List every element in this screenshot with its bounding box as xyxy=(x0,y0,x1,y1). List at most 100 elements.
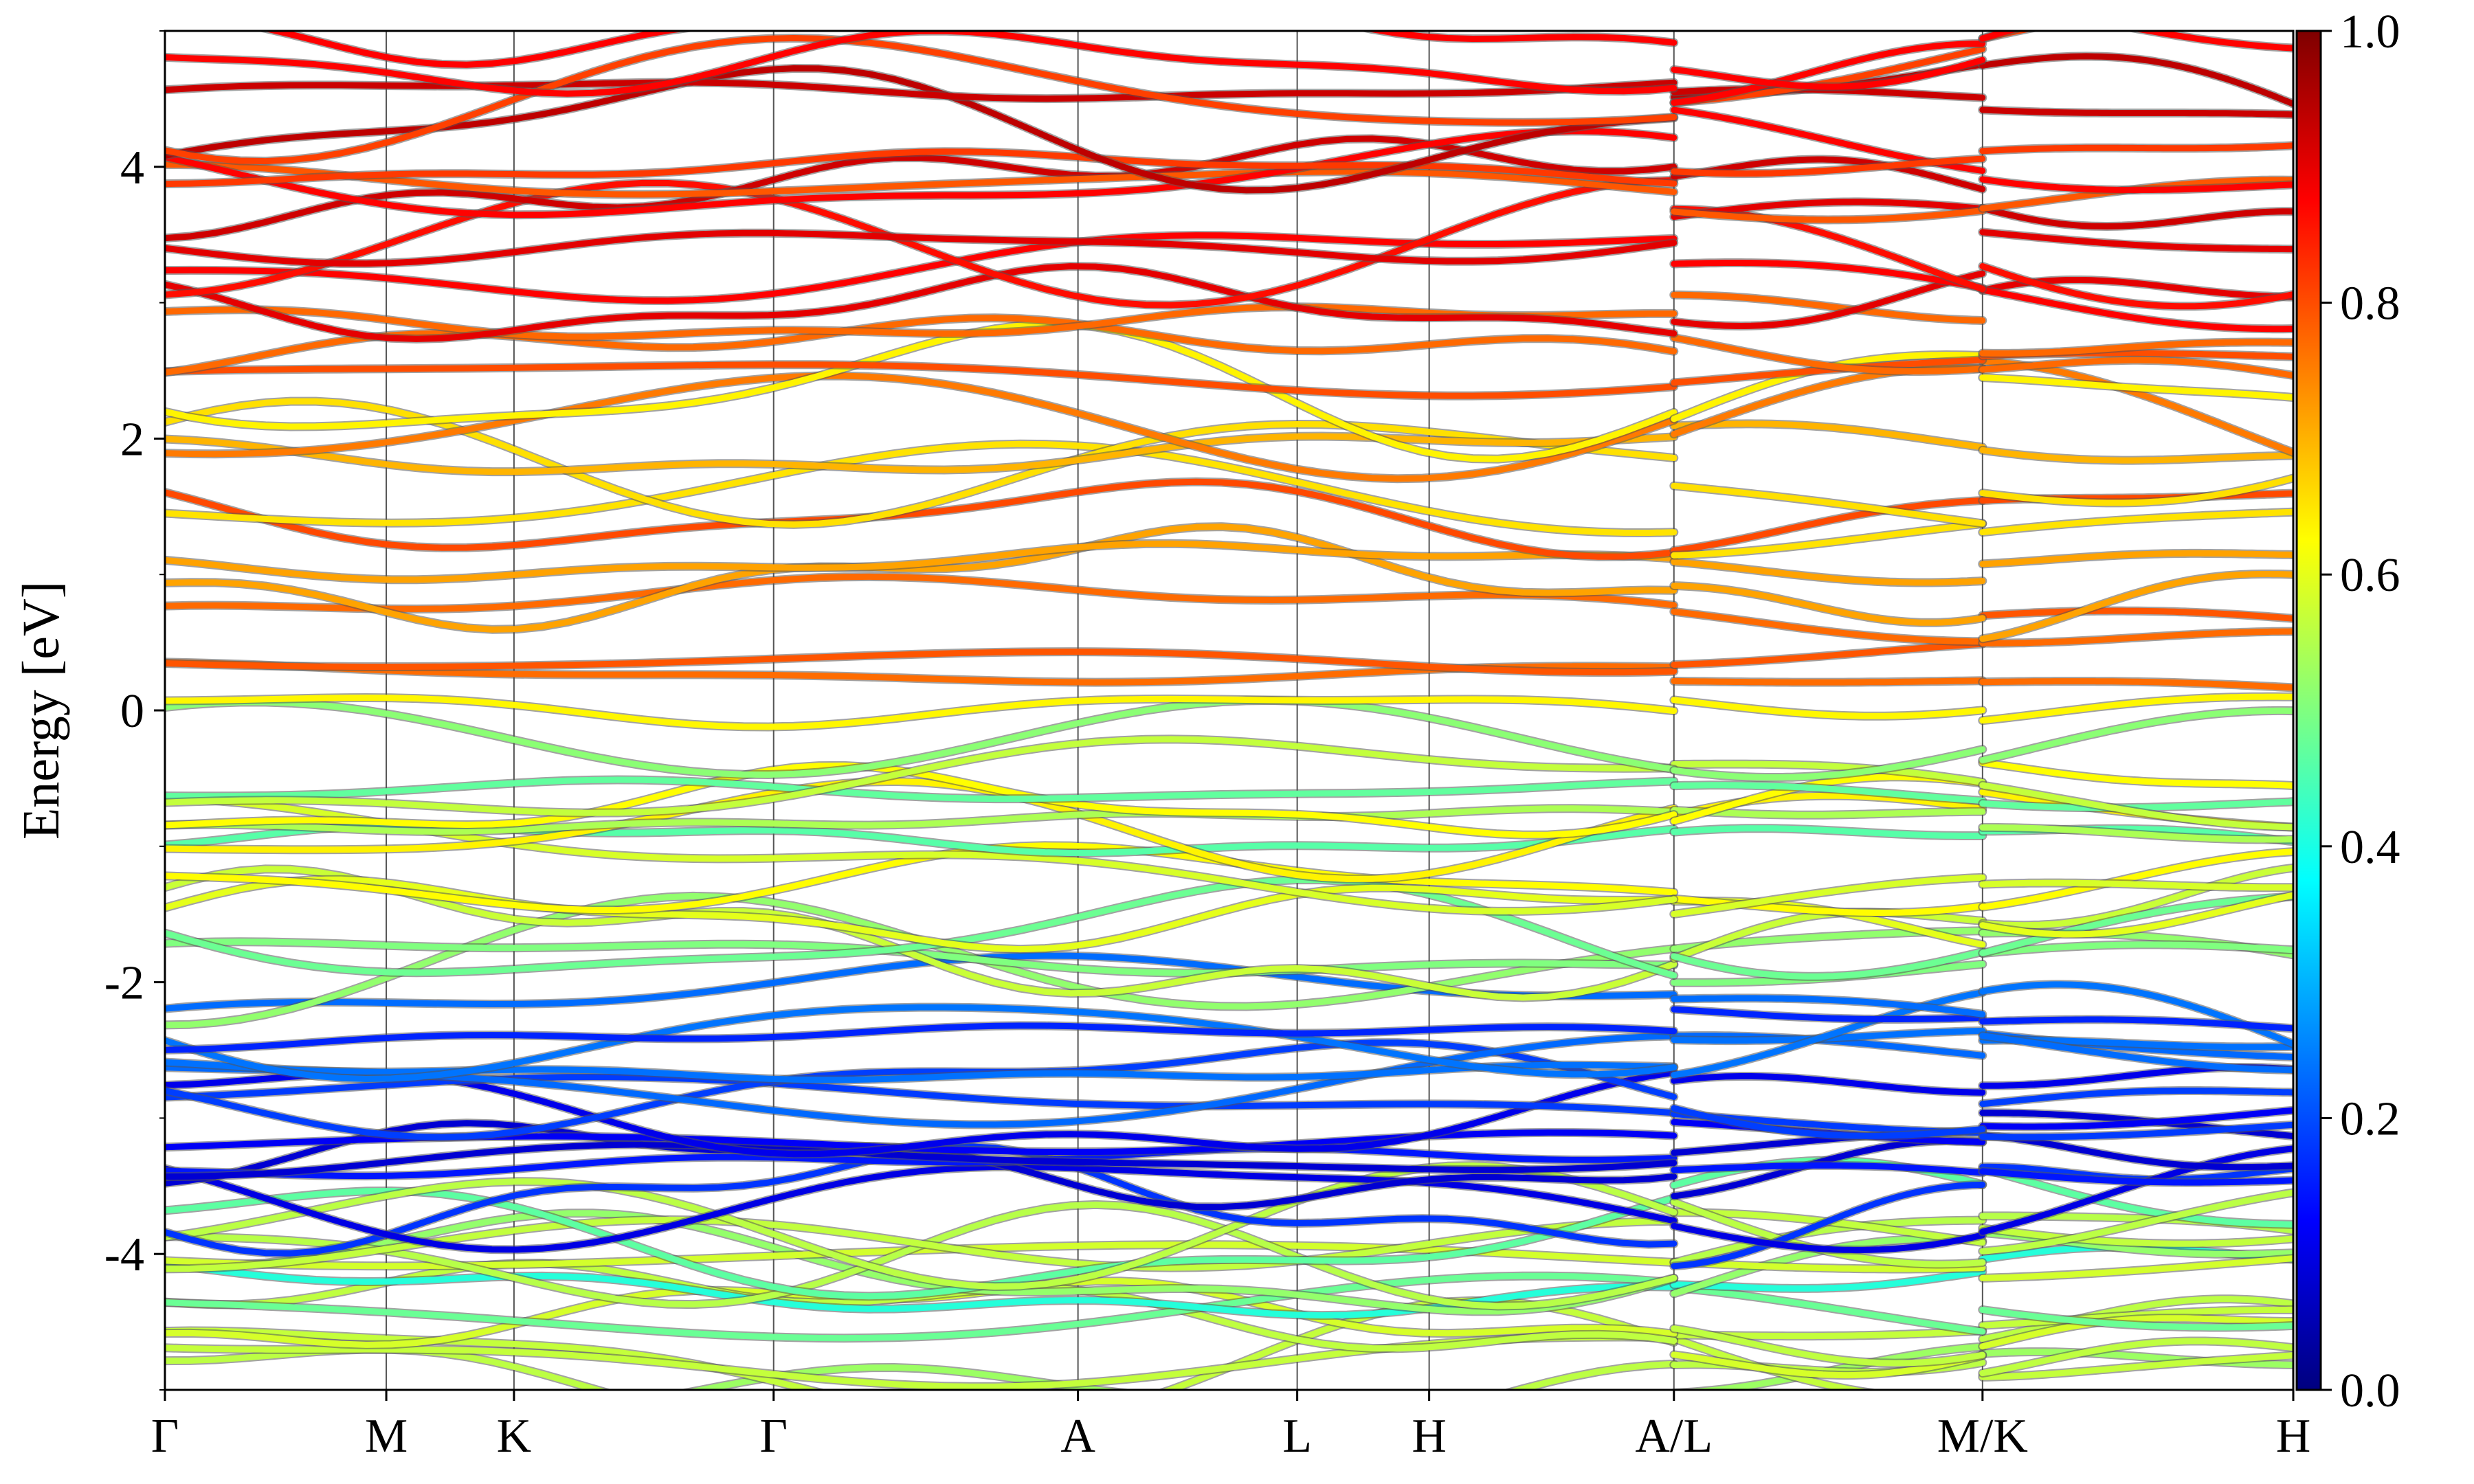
band-line xyxy=(165,1145,1678,1180)
band-line xyxy=(165,876,1678,953)
band-line xyxy=(1979,678,2293,691)
band-line xyxy=(1979,142,2293,155)
band-line xyxy=(165,440,1678,536)
band-line xyxy=(1979,1165,2293,1228)
band-line xyxy=(1671,1181,1986,1270)
x-tick-label: A/L xyxy=(1635,1410,1713,1463)
band-line xyxy=(165,229,1678,267)
band-line xyxy=(1979,1255,2293,1281)
band-lines xyxy=(165,31,2293,1390)
band-line xyxy=(165,1022,1678,1053)
band-line xyxy=(1979,205,2293,229)
band-line xyxy=(1671,1325,1986,1367)
band-line xyxy=(1671,1217,1986,1266)
band-line xyxy=(165,540,1678,583)
band-line xyxy=(165,304,1678,340)
band-line xyxy=(165,398,1678,528)
band-line xyxy=(1979,879,2293,891)
band-line xyxy=(1979,782,2293,831)
band-line xyxy=(1979,1132,2293,1171)
band-line xyxy=(1979,571,2293,642)
colorbar-tick-label: 0.8 xyxy=(2340,278,2400,330)
band-line xyxy=(165,177,1678,308)
band-line-outline xyxy=(165,1296,1679,1390)
band-line xyxy=(1979,106,2293,118)
band-line xyxy=(1671,1073,1986,1096)
band-line xyxy=(1979,628,2293,647)
band-line xyxy=(1671,56,1986,90)
band-line xyxy=(165,478,1678,560)
band-line xyxy=(1979,1349,2293,1368)
band-line xyxy=(165,573,1678,612)
band-line xyxy=(1671,1105,1986,1139)
band-line xyxy=(1979,31,2020,42)
y-tick-label: 0 xyxy=(120,685,144,738)
band-line-outline xyxy=(1978,357,2293,458)
band-line xyxy=(165,1004,1678,1082)
band-line xyxy=(1671,260,1986,291)
band-line xyxy=(1671,155,1986,177)
band-line xyxy=(1979,607,2293,622)
band-line xyxy=(1671,1268,1986,1292)
x-tick-label: Γ xyxy=(151,1410,179,1463)
y-tick-label: 2 xyxy=(120,413,144,466)
band-line xyxy=(1671,1284,1986,1335)
band-line xyxy=(165,372,1678,482)
band-line xyxy=(1979,892,2293,938)
band-line xyxy=(165,1272,1678,1342)
band-line xyxy=(165,1059,1678,1083)
x-tick-label: L xyxy=(1282,1410,1312,1463)
band-line xyxy=(1979,707,2293,764)
band-line xyxy=(1671,291,1986,324)
colorbar-tick-label: 1.0 xyxy=(2340,5,2400,58)
band-line xyxy=(1671,782,1986,804)
band-line xyxy=(1671,199,1986,220)
band-line xyxy=(1979,374,2293,401)
band-line xyxy=(1671,746,1986,780)
band-line xyxy=(165,361,1678,399)
x-tick-label: M xyxy=(365,1410,408,1463)
band-line xyxy=(1979,759,2293,789)
band-line xyxy=(1671,420,1986,451)
band-line xyxy=(1979,475,2293,506)
band-line xyxy=(1671,482,1986,527)
band-line xyxy=(1979,893,2293,956)
band-line xyxy=(165,433,1678,475)
band-line xyxy=(165,1074,1678,1116)
band-line xyxy=(165,697,1678,778)
band-line xyxy=(1671,677,1986,686)
band-line xyxy=(165,778,1678,882)
band-line xyxy=(684,1364,1125,1390)
band-line xyxy=(1979,53,2293,107)
band-line-outline xyxy=(1978,31,2041,43)
y-axis-title: Energy [eV] xyxy=(12,581,70,840)
band-line xyxy=(165,649,1678,676)
colorbar-tick-label: 0.6 xyxy=(2340,549,2400,602)
band-line xyxy=(1671,1335,1873,1390)
band-line xyxy=(1671,697,1986,719)
band-line xyxy=(1979,941,2293,957)
x-tick-label: A xyxy=(1060,1410,1095,1463)
band-line xyxy=(1671,640,1986,668)
band-line xyxy=(165,1039,1678,1140)
band-line xyxy=(1671,270,1986,329)
band-line xyxy=(262,31,1678,68)
colorbar-gradient xyxy=(2295,30,2322,1391)
band-line xyxy=(1979,1315,2293,1350)
band-line xyxy=(1979,550,2293,567)
band-line xyxy=(165,1297,1678,1390)
band-line xyxy=(1671,825,1986,839)
band-line xyxy=(1979,447,2293,464)
x-axis-ticks: Γ M K Γ A L H A/L M/K H xyxy=(151,1390,2311,1463)
band-line xyxy=(1671,1351,1986,1379)
x-tick-label: H xyxy=(2276,1410,2311,1463)
band-line xyxy=(1979,1033,2293,1073)
band-line-outline xyxy=(1978,31,2025,43)
band-line xyxy=(1979,1296,2293,1342)
band-line xyxy=(165,524,1678,633)
colorbar-tick-label: 0.4 xyxy=(2340,821,2400,874)
band-line xyxy=(165,776,1678,802)
band-line xyxy=(1979,1016,2293,1032)
band-line xyxy=(165,736,1678,816)
